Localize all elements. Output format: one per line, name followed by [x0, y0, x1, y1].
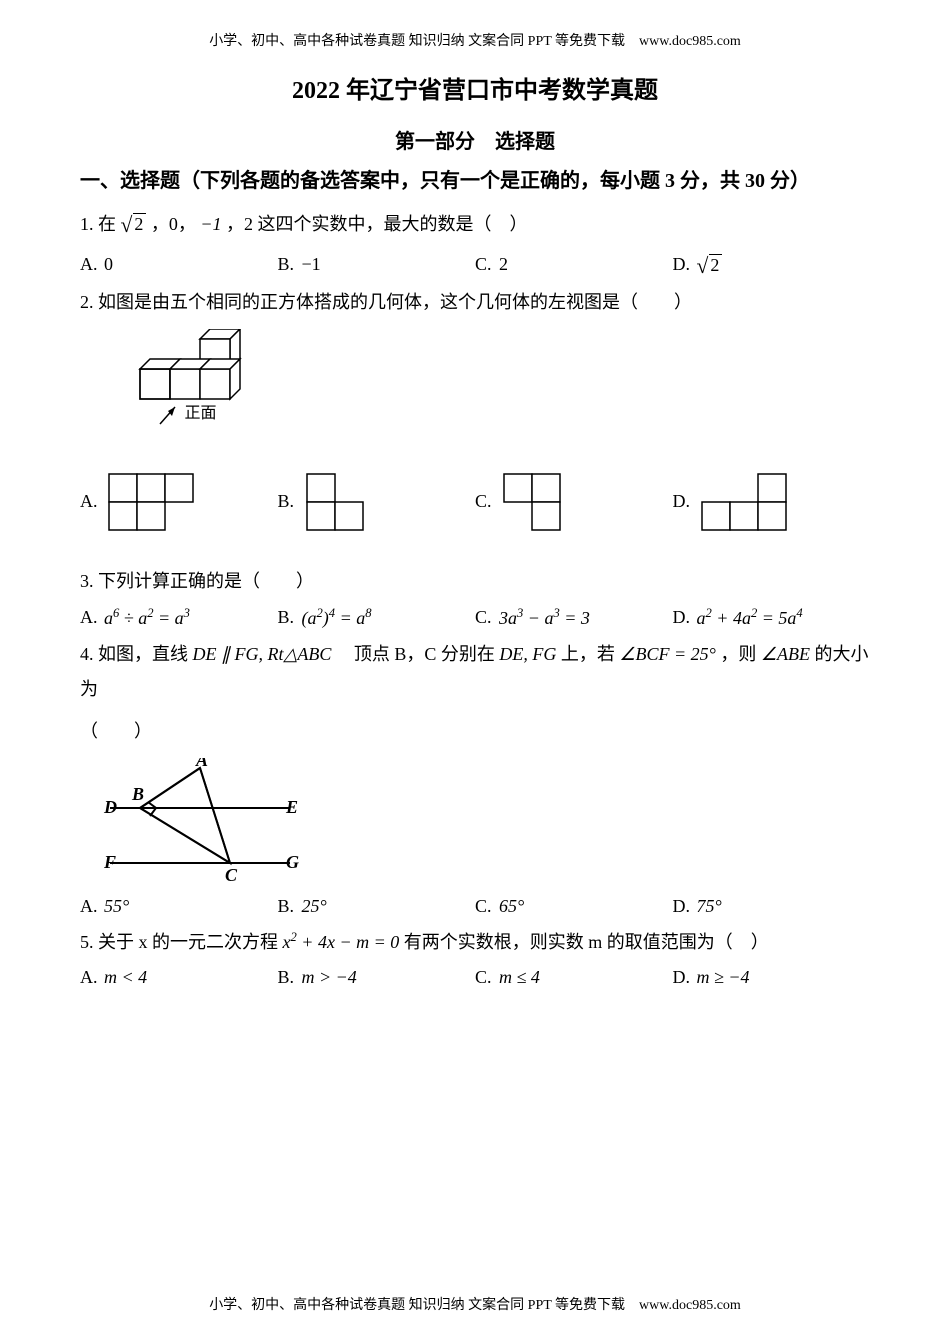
question-5: 5. 关于 x 的一元二次方程 x2 + 4x − m = 0 有两个实数根，则… [80, 925, 870, 959]
q3-optC: C.3a3 − a3 = 3 [475, 606, 673, 629]
svg-text:C: C [225, 865, 238, 885]
q2-optD: D. [673, 469, 871, 534]
q4-options: A.55° B.25° C.65° D.75° [80, 896, 870, 917]
sqrt2-icon: √2 [697, 252, 723, 277]
q5-m1: x2 + 4x − m = 0 [283, 932, 400, 952]
q4-optC: C.65° [475, 896, 673, 917]
neg1: −1 [200, 214, 221, 234]
q1-optD: D.√2 [673, 252, 871, 277]
view-C-icon [499, 469, 567, 534]
svg-text:F: F [103, 852, 116, 872]
q5-optB: B.m > −4 [278, 967, 476, 988]
q1-stem2: ，0， [151, 214, 196, 234]
question-2: 2. 如图是由五个相同的正方体搭成的几何体，这个几何体的左视图是（ ） [80, 285, 870, 319]
question-1: 1. 在 √2 ，0， −1 ，2 这四个实数中，最大的数是（ ） [80, 203, 870, 244]
view-B-icon [302, 469, 370, 534]
svg-text:G: G [286, 852, 299, 872]
view-D-icon [697, 469, 792, 534]
q2-optB: B. [278, 469, 476, 534]
svg-text:A: A [195, 758, 208, 770]
q1-options: A.0 B.−1 C.2 D.√2 [80, 252, 870, 277]
q4-optD: D.75° [673, 896, 871, 917]
part-title: 第一部分 选择题 [80, 125, 870, 154]
exam-page: 小学、初中、高中各种试卷真题 知识归纳 文案合同 PPT 等免费下载 www.d… [0, 0, 950, 1076]
svg-text:E: E [285, 797, 298, 817]
q2-optA: A. [80, 469, 278, 534]
q1-optA: A.0 [80, 254, 278, 275]
q5-optD: D.m ≥ −4 [673, 967, 871, 988]
q5-optC: C.m ≤ 4 [475, 967, 673, 988]
svg-text:B: B [131, 784, 144, 804]
q3-optB: B.(a2)4 = a8 [278, 606, 476, 629]
question-4: 4. 如图，直线 DE ∥ FG, Rt△ABC 顶点 B，C 分别在 DE, … [80, 637, 870, 705]
q5-optA: A.m < 4 [80, 967, 278, 988]
q2-optC: C. [475, 469, 673, 534]
triangle-diagram-icon: A B D E F C G [100, 758, 310, 888]
view-A-icon [104, 469, 199, 534]
front-label: 正面 [185, 405, 217, 422]
q1-optB: B.−1 [278, 254, 476, 275]
question-3: 3. 下列计算正确的是（ ） [80, 564, 870, 598]
svg-text:D: D [103, 797, 117, 817]
q2-solid-figure: 正面 [120, 329, 870, 439]
q3-options: A.a6 ÷ a2 = a3 B.(a2)4 = a8 C.3a3 − a3 =… [80, 606, 870, 629]
q1-stem1: 1. 在 [80, 214, 116, 234]
q1-optC: C.2 [475, 254, 673, 275]
page-footer: 小学、初中、高中各种试卷真题 知识归纳 文案合同 PPT 等免费下载 www.d… [0, 1294, 950, 1314]
exam-title: 2022 年辽宁省营口市中考数学真题 [80, 70, 870, 105]
q2-options: A. B. C. D. [80, 469, 870, 534]
section-title: 一、选择题（下列各题的备选答案中，只有一个是正确的，每小题 3 分，共 30 分… [80, 164, 870, 193]
q4-m3: ∠BCF = 25° [619, 644, 716, 664]
cube-diagram-icon [120, 329, 280, 439]
q3-optD: D.a2 + 4a2 = 5a4 [673, 606, 871, 629]
q5-options: A.m < 4 B.m > −4 C.m ≤ 4 D.m ≥ −4 [80, 967, 870, 988]
page-header: 小学、初中、高中各种试卷真题 知识归纳 文案合同 PPT 等免费下载 www.d… [80, 30, 870, 50]
q4-m4: ∠ABE [761, 644, 810, 664]
q4-optB: B.25° [278, 896, 476, 917]
sqrt2-icon: √2 [121, 203, 147, 244]
q3-optA: A.a6 ÷ a2 = a3 [80, 606, 278, 629]
q1-stem3: ，2 这四个实数中，最大的数是（ ） [226, 214, 528, 234]
q4-paren: （ ） [80, 714, 870, 748]
q4-optA: A.55° [80, 896, 278, 917]
q4-m1: DE ∥ FG, Rt△ABC [193, 644, 332, 664]
q4-figure: A B D E F C G [100, 758, 870, 888]
q4-m2: DE, FG [499, 644, 556, 664]
